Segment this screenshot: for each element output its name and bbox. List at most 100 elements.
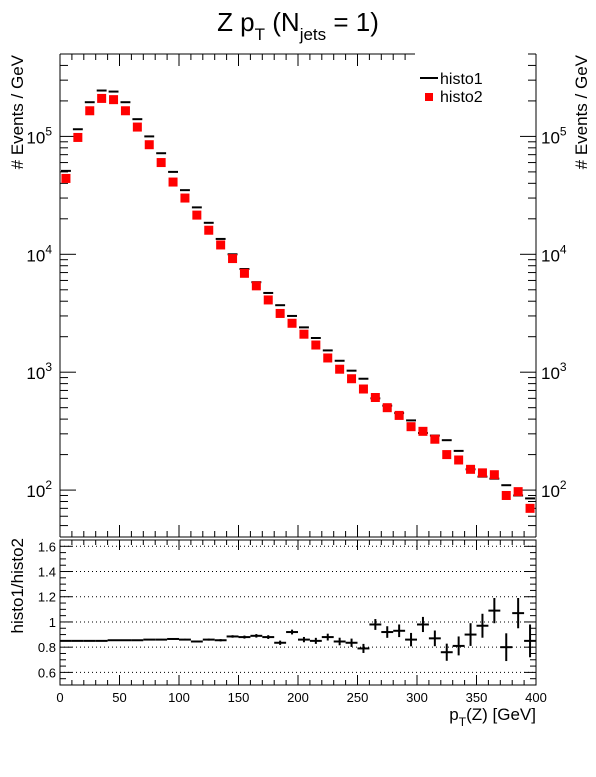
histo2-point <box>418 426 428 436</box>
ratio-point <box>333 637 346 646</box>
ratio-point <box>250 634 263 638</box>
ratio-y-tick-label: 0.8 <box>38 640 56 655</box>
histo2-point <box>454 455 464 465</box>
ratio-y-tick-label: 1.6 <box>38 539 56 554</box>
histo2-point <box>275 308 285 318</box>
ratio-point <box>357 643 370 653</box>
main-y-tick-labels-right: 102 103 104 105 <box>541 124 567 501</box>
main-y-tick-label-right: 103 <box>541 360 567 383</box>
ratio-point <box>274 640 287 645</box>
legend-label-histo2: histo2 <box>440 89 483 106</box>
histo2-point <box>442 450 452 460</box>
legend-label-histo1: histo1 <box>440 71 483 88</box>
histo2-point <box>109 95 119 105</box>
histo2-point <box>156 158 166 168</box>
histo2-point <box>477 468 487 478</box>
histo2-point <box>228 254 238 264</box>
histo2-point <box>287 318 297 328</box>
histo2-point <box>430 434 440 444</box>
histo2-point <box>239 268 249 278</box>
ratio-point <box>452 636 465 656</box>
ratio-point <box>393 624 406 638</box>
x-tick-label: 200 <box>287 690 309 705</box>
histo2-point <box>311 340 321 350</box>
histo2-point <box>168 177 178 187</box>
y-axis-label: # Events / GeV <box>8 54 27 169</box>
x-tick-labels: 0 50 100 150 200 250 300 350 400 <box>56 690 546 705</box>
histo2-point <box>501 490 511 500</box>
ratio-point <box>190 640 203 643</box>
ratio-point <box>381 626 394 638</box>
x-tick-label: 0 <box>56 690 63 705</box>
ratio-point <box>298 636 310 643</box>
ratio-y-tick-label: 1 <box>49 615 56 630</box>
ratio-point <box>143 638 156 641</box>
histo2-point <box>347 374 357 384</box>
ratio-point <box>202 638 215 641</box>
ratio-point <box>214 639 227 642</box>
ratio-point <box>417 616 429 633</box>
ratio-point <box>155 638 168 641</box>
x-tick-label: 150 <box>228 690 250 705</box>
histo2-point <box>394 410 404 420</box>
x-tick-label: 400 <box>525 690 547 705</box>
ratio-point <box>428 630 441 647</box>
ratio-point <box>238 635 251 639</box>
histo2-point <box>97 93 107 103</box>
chart-title: Z pT (Njets = 1) <box>217 7 379 44</box>
histo2-point <box>216 240 226 250</box>
histo2-point <box>180 193 190 203</box>
histo2-point <box>263 295 273 305</box>
histo2-point <box>370 392 380 402</box>
legend: histo1 histo2 <box>420 71 483 106</box>
series-histo2 <box>61 93 535 513</box>
histo2-point <box>406 422 416 432</box>
ratio-point <box>500 633 513 662</box>
y-axis-label-right: # Events / GeV <box>572 54 591 169</box>
ratio-point <box>286 629 298 635</box>
histo2-point <box>73 132 83 142</box>
ratio-point <box>321 633 334 641</box>
ratio-point <box>476 613 489 638</box>
ratio-point <box>512 598 525 629</box>
histo2-point <box>204 225 214 235</box>
histo2-point <box>525 503 535 513</box>
ratio-point <box>524 624 536 658</box>
main-y-tick-label: 105 <box>26 124 52 147</box>
ratio-point <box>345 638 358 647</box>
ratio-points <box>60 598 536 662</box>
ratio-y-tick-labels: 0.6 0.8 1 1.2 1.4 1.6 <box>38 539 56 680</box>
main-y-tick-label-right: 102 <box>541 478 567 501</box>
ratio-point <box>167 637 179 640</box>
ratio-y-tick-label: 1.4 <box>38 565 56 580</box>
histo2-point <box>323 353 333 363</box>
histo2-point <box>85 106 95 116</box>
ratio-point <box>131 639 144 642</box>
ratio-point <box>262 635 275 639</box>
main-y-tick-label-right: 104 <box>541 242 567 265</box>
ratio-point <box>440 643 453 661</box>
histo2-point <box>358 384 368 394</box>
histo2-point <box>120 106 130 116</box>
ratio-point <box>309 637 322 644</box>
histo2-point <box>466 464 476 474</box>
x-axis-label: pT(Z) [GeV] <box>449 705 536 729</box>
main-y-tick-labels: 102 103 104 105 <box>26 124 52 501</box>
x-tick-label: 350 <box>466 690 488 705</box>
legend-marker-histo2 <box>425 93 433 101</box>
histo2-point <box>299 329 309 339</box>
histo2-point <box>144 140 154 150</box>
ratio-y-axis-label: histo1/histo2 <box>8 538 27 633</box>
ratio-point <box>226 635 239 638</box>
histo2-point <box>251 281 261 291</box>
main-y-tick-label: 103 <box>26 360 52 383</box>
histo2-point <box>192 210 202 220</box>
ratio-point <box>464 623 477 646</box>
histo2-point <box>132 122 142 132</box>
histo2-point <box>489 470 499 480</box>
histo2-point <box>513 487 523 497</box>
histo2-point <box>382 403 392 413</box>
